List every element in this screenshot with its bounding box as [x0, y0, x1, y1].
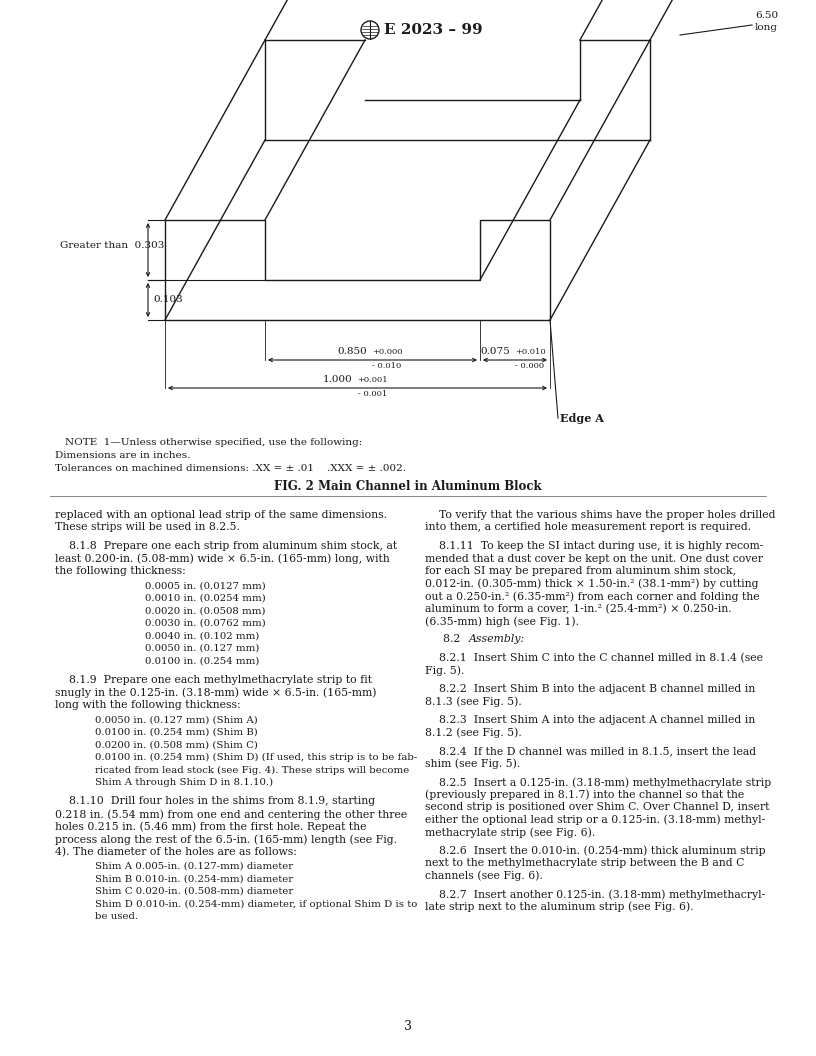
- Text: 3: 3: [404, 1019, 412, 1033]
- Text: Shim A through Shim D in 8.1.10.): Shim A through Shim D in 8.1.10.): [95, 778, 273, 787]
- Text: process along the rest of the 6.5-in. (165-mm) length (see Fig.: process along the rest of the 6.5-in. (1…: [55, 834, 397, 845]
- Text: late strip next to the aluminum strip (see Fig. 6).: late strip next to the aluminum strip (s…: [425, 902, 694, 912]
- Text: 8.2.1  Insert Shim C into the C channel milled in 8.1.4 (see: 8.2.1 Insert Shim C into the C channel m…: [425, 653, 763, 663]
- Text: ricated from lead stock (see Fig. 4). These strips will become: ricated from lead stock (see Fig. 4). Th…: [95, 766, 410, 775]
- Text: 0.850: 0.850: [338, 347, 367, 356]
- Text: (6.35-mm) high (see Fig. 1).: (6.35-mm) high (see Fig. 1).: [425, 616, 579, 626]
- Text: Assembly:: Assembly:: [469, 635, 526, 644]
- Text: 1.000: 1.000: [323, 375, 353, 384]
- Text: either the optional lead strip or a 0.125-in. (3.18-mm) methyl-: either the optional lead strip or a 0.12…: [425, 814, 765, 825]
- Text: 8.1.11  To keep the SI intact during use, it is highly recom-: 8.1.11 To keep the SI intact during use,…: [425, 541, 764, 551]
- Text: next to the methylmethacrylate strip between the B and C: next to the methylmethacrylate strip bet…: [425, 857, 744, 868]
- Text: 0.0010 in. (0.0254 mm): 0.0010 in. (0.0254 mm): [145, 593, 266, 603]
- Text: Edge A: Edge A: [560, 413, 604, 423]
- Text: Dimensions are in inches.: Dimensions are in inches.: [55, 451, 190, 460]
- Text: the following thickness:: the following thickness:: [55, 566, 186, 576]
- Text: 0.0100 in. (0.254 mm): 0.0100 in. (0.254 mm): [145, 657, 259, 665]
- Text: 0.012-in. (0.305-mm) thick × 1.50-in.² (38.1-mm²) by cutting: 0.012-in. (0.305-mm) thick × 1.50-in.² (…: [425, 579, 759, 589]
- Text: Greater than  0.303: Greater than 0.303: [60, 241, 164, 249]
- Text: 8.2.5  Insert a 0.125-in. (3.18-mm) methylmethacrylate strip: 8.2.5 Insert a 0.125-in. (3.18-mm) methy…: [425, 777, 771, 788]
- Text: 0.0100 in. (0.254 mm) (Shim B): 0.0100 in. (0.254 mm) (Shim B): [95, 728, 258, 737]
- Text: holes 0.215 in. (5.46 mm) from the first hole. Repeat the: holes 0.215 in. (5.46 mm) from the first…: [55, 822, 366, 832]
- Text: 0.0050 in. (0.127 mm) (Shim A): 0.0050 in. (0.127 mm) (Shim A): [95, 716, 258, 724]
- Text: 8.2.7  Insert another 0.125-in. (3.18-mm) methylmethacryl-: 8.2.7 Insert another 0.125-in. (3.18-mm)…: [425, 889, 765, 900]
- Text: 8.2.2  Insert Shim B into the adjacent B channel milled in: 8.2.2 Insert Shim B into the adjacent B …: [425, 684, 756, 694]
- Text: snugly in the 0.125-in. (3.18-mm) wide × 6.5-in. (165-mm): snugly in the 0.125-in. (3.18-mm) wide ×…: [55, 687, 376, 698]
- Text: 4). The diameter of the holes are as follows:: 4). The diameter of the holes are as fol…: [55, 847, 297, 856]
- Text: out a 0.250-in.² (6.35-mm²) from each corner and folding the: out a 0.250-in.² (6.35-mm²) from each co…: [425, 591, 760, 602]
- Text: NOTE  1—Unless otherwise specified, use the following:: NOTE 1—Unless otherwise specified, use t…: [65, 438, 362, 447]
- Text: 8.1.8  Prepare one each strip from aluminum shim stock, at: 8.1.8 Prepare one each strip from alumin…: [55, 541, 397, 551]
- Text: 0.0040 in. (0.102 mm): 0.0040 in. (0.102 mm): [145, 631, 259, 641]
- Text: Shim B 0.010-in. (0.254-mm) diameter: Shim B 0.010-in. (0.254-mm) diameter: [95, 874, 293, 884]
- Text: - 0.000: - 0.000: [515, 362, 544, 370]
- Text: FIG. 2 Main Channel in Aluminum Block: FIG. 2 Main Channel in Aluminum Block: [274, 480, 542, 493]
- Text: Shim D 0.010-in. (0.254-mm) diameter, if optional Shim D is to: Shim D 0.010-in. (0.254-mm) diameter, if…: [95, 900, 417, 908]
- Text: 8.2.4  If the D channel was milled in 8.1.5, insert the lead: 8.2.4 If the D channel was milled in 8.1…: [425, 746, 756, 756]
- Text: 8.2.3  Insert Shim A into the adjacent A channel milled in: 8.2.3 Insert Shim A into the adjacent A …: [425, 715, 756, 725]
- Text: methacrylate strip (see Fig. 6).: methacrylate strip (see Fig. 6).: [425, 827, 595, 837]
- Text: Shim C 0.020-in. (0.508-mm) diameter: Shim C 0.020-in. (0.508-mm) diameter: [95, 887, 293, 895]
- Text: second strip is positioned over Shim C. Over Channel D, insert: second strip is positioned over Shim C. …: [425, 802, 769, 812]
- Text: +0.000: +0.000: [372, 348, 403, 356]
- Text: 8.2: 8.2: [443, 635, 468, 644]
- Text: Fig. 5).: Fig. 5).: [425, 665, 464, 676]
- Text: 0.0030 in. (0.0762 mm): 0.0030 in. (0.0762 mm): [145, 619, 266, 628]
- Text: 0.218 in. (5.54 mm) from one end and centering the other three: 0.218 in. (5.54 mm) from one end and cen…: [55, 809, 407, 819]
- Text: channels (see Fig. 6).: channels (see Fig. 6).: [425, 870, 543, 881]
- Text: 8.1.10  Drill four holes in the shims from 8.1.9, starting: 8.1.10 Drill four holes in the shims fro…: [55, 796, 375, 807]
- Text: Shim A 0.005-in. (0.127-mm) diameter: Shim A 0.005-in. (0.127-mm) diameter: [95, 862, 293, 871]
- Text: aluminum to form a cover, 1-in.² (25.4-mm²) × 0.250-in.: aluminum to form a cover, 1-in.² (25.4-m…: [425, 603, 732, 614]
- Text: mended that a dust cover be kept on the unit. One dust cover: mended that a dust cover be kept on the …: [425, 553, 763, 564]
- Text: into them, a certified hole measurement report is required.: into them, a certified hole measurement …: [425, 523, 751, 532]
- Text: These strips will be used in 8.2.5.: These strips will be used in 8.2.5.: [55, 523, 240, 532]
- Text: (previously prepared in 8.1.7) into the channel so that the: (previously prepared in 8.1.7) into the …: [425, 790, 744, 800]
- Text: 8.1.3 (see Fig. 5).: 8.1.3 (see Fig. 5).: [425, 697, 521, 708]
- Text: 8.1.9  Prepare one each methylmethacrylate strip to fit: 8.1.9 Prepare one each methylmethacrylat…: [55, 675, 372, 685]
- Text: To verify that the various shims have the proper holes drilled: To verify that the various shims have th…: [425, 510, 775, 520]
- Text: 0.0005 in. (0.0127 mm): 0.0005 in. (0.0127 mm): [145, 582, 266, 590]
- Text: 0.103: 0.103: [153, 296, 183, 304]
- Text: shim (see Fig. 5).: shim (see Fig. 5).: [425, 758, 521, 769]
- Text: +0.010: +0.010: [515, 348, 546, 356]
- Text: least 0.200-in. (5.08-mm) wide × 6.5-in. (165-mm) long, with: least 0.200-in. (5.08-mm) wide × 6.5-in.…: [55, 553, 390, 564]
- Text: - 0.001: - 0.001: [357, 390, 387, 398]
- Text: be used.: be used.: [95, 912, 138, 921]
- Text: 0.0020 in. (0.0508 mm): 0.0020 in. (0.0508 mm): [145, 606, 265, 616]
- Text: 0.0100 in. (0.254 mm) (Shim D) (If used, this strip is to be fab-: 0.0100 in. (0.254 mm) (Shim D) (If used,…: [95, 753, 417, 762]
- Text: 0.075: 0.075: [481, 347, 510, 356]
- Text: - 0.010: - 0.010: [372, 362, 401, 370]
- Text: replaced with an optional lead strip of the same dimensions.: replaced with an optional lead strip of …: [55, 510, 387, 520]
- Text: long: long: [755, 23, 778, 32]
- Polygon shape: [165, 220, 550, 320]
- Text: long with the following thickness:: long with the following thickness:: [55, 700, 241, 710]
- Text: 6.50: 6.50: [755, 11, 778, 20]
- Text: +0.001: +0.001: [357, 376, 388, 384]
- Text: 0.0200 in. (0.508 mm) (Shim C): 0.0200 in. (0.508 mm) (Shim C): [95, 740, 258, 750]
- Text: for each SI may be prepared from aluminum shim stock,: for each SI may be prepared from aluminu…: [425, 566, 736, 576]
- Text: 8.2.6  Insert the 0.010-in. (0.254-mm) thick aluminum strip: 8.2.6 Insert the 0.010-in. (0.254-mm) th…: [425, 846, 765, 856]
- Text: Tolerances on machined dimensions: .XX = ± .01    .XXX = ± .002.: Tolerances on machined dimensions: .XX =…: [55, 464, 406, 473]
- Text: E 2023 – 99: E 2023 – 99: [384, 23, 482, 37]
- Text: 0.0050 in. (0.127 mm): 0.0050 in. (0.127 mm): [145, 644, 259, 653]
- Text: 8.1.2 (see Fig. 5).: 8.1.2 (see Fig. 5).: [425, 728, 521, 738]
